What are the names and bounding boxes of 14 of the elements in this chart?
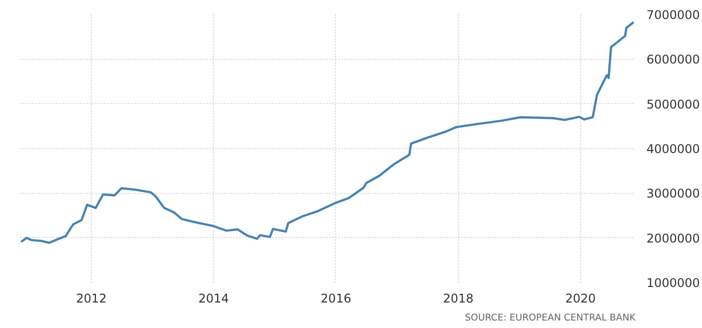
y-tick-label: 3000000 bbox=[646, 186, 700, 201]
x-tick-label: 2018 bbox=[442, 292, 474, 306]
y-tick-label: 4000000 bbox=[646, 142, 700, 156]
line-series bbox=[20, 20, 635, 244]
source-note: SOURCE: EUROPEAN CENTRAL BANK bbox=[464, 312, 636, 324]
y-tick-label: 7000000 bbox=[646, 8, 700, 22]
x-tick-label: 2014 bbox=[198, 292, 229, 306]
y-tick-label: 6000000 bbox=[646, 52, 700, 67]
x-tick-label: 2020 bbox=[565, 292, 596, 306]
y-tick-label: 2000000 bbox=[646, 231, 700, 246]
y-tick-label: 1000000 bbox=[646, 276, 700, 290]
x-tick-label: 2016 bbox=[320, 292, 352, 306]
x-tick-label: 2012 bbox=[76, 292, 107, 306]
y-tick-label: 5000000 bbox=[646, 97, 700, 112]
